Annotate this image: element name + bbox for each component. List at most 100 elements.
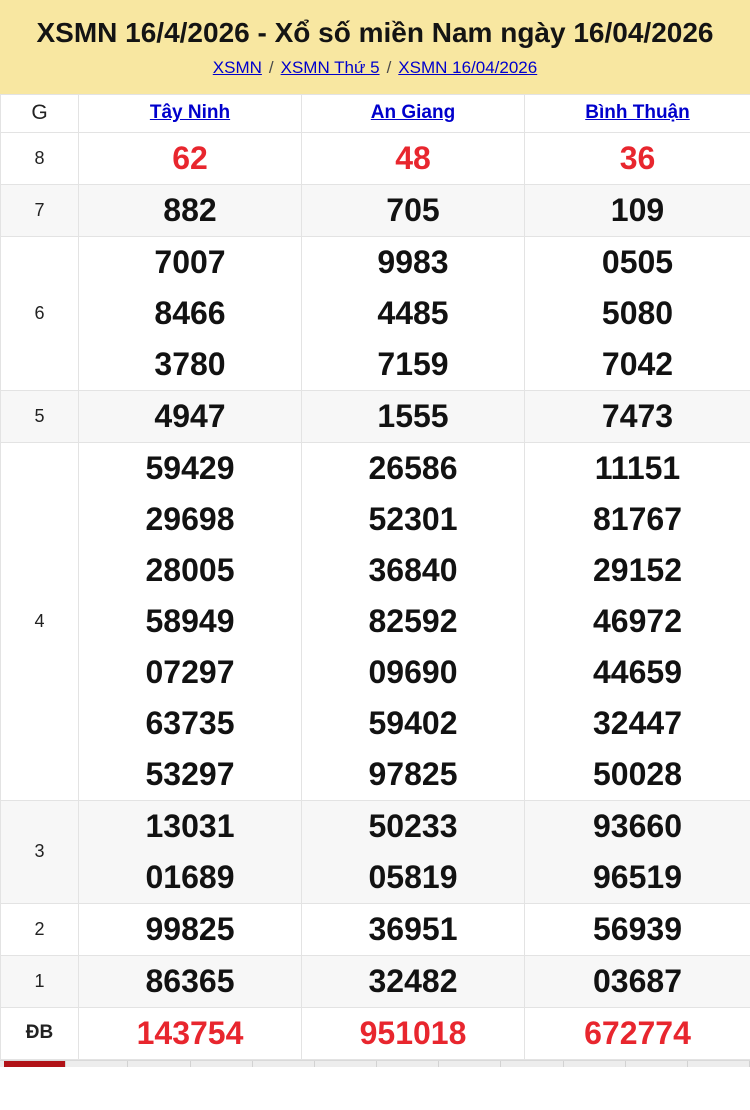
prize-number: 52301 <box>368 500 458 537</box>
prize-number: 82592 <box>368 602 458 639</box>
prize-cell: 11151 81767 29152 46972 44659 32447 50028 <box>524 441 750 801</box>
prize-number: 09690 <box>368 653 458 690</box>
prize-number: 07297 <box>145 653 235 690</box>
table-row: 7 882 705 109 <box>0 183 750 237</box>
prize-cell: 59429 29698 28005 58949 07297 63735 53297 <box>78 441 302 801</box>
bottom-tab-strip <box>0 1059 750 1067</box>
bottom-tab[interactable] <box>687 1060 750 1067</box>
prize-cell: 36951 <box>301 902 525 956</box>
bottom-tab[interactable] <box>563 1060 626 1067</box>
bottom-tab[interactable] <box>66 1060 129 1067</box>
prize-cell: 99825 <box>78 902 302 956</box>
prize-number: 705 <box>386 191 440 228</box>
page-header: XSMN 16/4/2026 - Xổ số miền Nam ngày 16/… <box>0 0 750 94</box>
table-row: 6 7007 8466 3780 9983 4485 7159 0505 5080 7042 <box>0 235 750 391</box>
table-row: ĐB 143754 951018 672774 <box>0 1006 750 1060</box>
prize-number: 48 <box>395 139 431 176</box>
prize-number: 32482 <box>368 962 458 999</box>
prize-label: 5 <box>0 389 79 443</box>
breadcrumb: XSMN / XSMN Thứ 5 / XSMN 16/04/2026 <box>0 58 750 78</box>
prize-number: 32447 <box>593 704 682 741</box>
prize-cell: 26586 52301 36840 82592 09690 59402 97825 <box>301 441 525 801</box>
table-row: 3 13031 01689 50233 05819 93660 96519 <box>0 799 750 904</box>
prize-label: 8 <box>0 131 79 185</box>
prize-cell: 86365 <box>78 954 302 1008</box>
results-table-head: G Tây Ninh An Giang Bình Thuận <box>0 93 750 133</box>
prize-cell: 9983 4485 7159 <box>301 235 525 391</box>
table-row: 2 99825 36951 56939 <box>0 902 750 956</box>
breadcrumb-separator: / <box>386 58 392 78</box>
province-header-an-giang: An Giang <box>301 93 525 133</box>
prize-number: 86365 <box>145 962 235 999</box>
breadcrumb-link-xsmn-date[interactable]: XSMN 16/04/2026 <box>398 58 538 78</box>
prize-number: 36951 <box>368 910 458 947</box>
bottom-tab[interactable] <box>252 1060 315 1067</box>
prize-number: 36840 <box>368 551 458 588</box>
prize-cell: 50233 05819 <box>301 799 525 904</box>
bottom-tab[interactable] <box>625 1060 688 1067</box>
results-table-body: 8 62 48 36 7 882 705 109 6 7007 8466 3780 9983 4485 71… <box>0 131 750 1060</box>
prize-cell: 705 <box>301 183 525 237</box>
prize-number: 951018 <box>359 1014 467 1051</box>
prize-number: 7042 <box>601 345 674 382</box>
prize-cell: 1555 <box>301 389 525 443</box>
prize-cell: 48 <box>301 131 525 185</box>
table-row: 5 4947 1555 7473 <box>0 389 750 443</box>
bottom-tab[interactable] <box>377 1060 440 1067</box>
page-title: XSMN 16/4/2026 - Xổ số miền Nam ngày 16/… <box>36 17 714 48</box>
prize-cell: 109 <box>524 183 750 237</box>
prize-number: 36 <box>619 139 656 176</box>
prize-number: 143754 <box>136 1014 244 1051</box>
prize-number: 99825 <box>145 910 235 947</box>
prize-number: 3780 <box>154 345 226 382</box>
prize-number: 03687 <box>593 962 682 999</box>
prize-cell: 32482 <box>301 954 525 1008</box>
prize-number: 9983 <box>377 243 449 280</box>
prize-number: 44659 <box>593 653 682 690</box>
prize-number: 62 <box>172 139 208 176</box>
bottom-tab[interactable] <box>314 1060 378 1067</box>
prize-cell: 56939 <box>524 902 750 956</box>
prize-number: 59429 <box>145 449 235 486</box>
prize-label: 7 <box>0 183 79 237</box>
breadcrumb-link-xsmn[interactable]: XSMN <box>212 58 262 78</box>
prize-cell: 7007 8466 3780 <box>78 235 302 391</box>
bottom-tab[interactable] <box>439 1060 502 1067</box>
prize-cell: 13031 01689 <box>78 799 302 904</box>
prize-number: 93660 <box>593 807 682 844</box>
breadcrumb-separator: / <box>268 58 274 78</box>
prize-number: 7007 <box>154 243 226 280</box>
prize-number: 5080 <box>601 294 674 331</box>
prize-number: 58949 <box>145 602 235 639</box>
prize-number: 672774 <box>584 1014 691 1051</box>
prize-number: 882 <box>163 191 217 228</box>
prize-number: 81767 <box>593 500 682 537</box>
prize-number: 53297 <box>145 755 235 792</box>
prize-column-header: G <box>0 93 79 133</box>
prize-label: 1 <box>0 954 79 1008</box>
prize-number: 29698 <box>145 500 235 537</box>
province-link-binh-thuan[interactable]: Bình Thuận <box>585 102 690 124</box>
prize-number: 8466 <box>154 294 226 331</box>
prize-number: 01689 <box>145 858 235 895</box>
breadcrumb-link-xsmn-thu-5[interactable]: XSMN Thứ 5 <box>280 58 380 78</box>
prize-label: 6 <box>0 235 79 391</box>
bottom-tab[interactable] <box>190 1060 253 1067</box>
prize-number: 7159 <box>377 345 449 382</box>
province-link-an-giang[interactable]: An Giang <box>370 102 456 124</box>
prize-cell: 4947 <box>78 389 302 443</box>
bottom-tab[interactable] <box>4 1060 67 1067</box>
prize-number: 28005 <box>145 551 235 588</box>
bottom-tab[interactable] <box>501 1060 564 1067</box>
table-row: 8 62 48 36 <box>0 131 750 185</box>
prize-cell: 36 <box>524 131 750 185</box>
prize-number: 97825 <box>368 755 458 792</box>
prize-number: 7473 <box>601 397 674 434</box>
prize-number: 50028 <box>593 755 682 792</box>
prize-cell: 03687 <box>524 954 750 1008</box>
bottom-tab[interactable] <box>128 1060 191 1067</box>
prize-cell: 143754 <box>78 1006 302 1060</box>
prize-number: 11151 <box>594 449 681 486</box>
province-link-tay-ninh[interactable]: Tây Ninh <box>149 102 231 124</box>
prize-cell: 672774 <box>524 1006 750 1060</box>
